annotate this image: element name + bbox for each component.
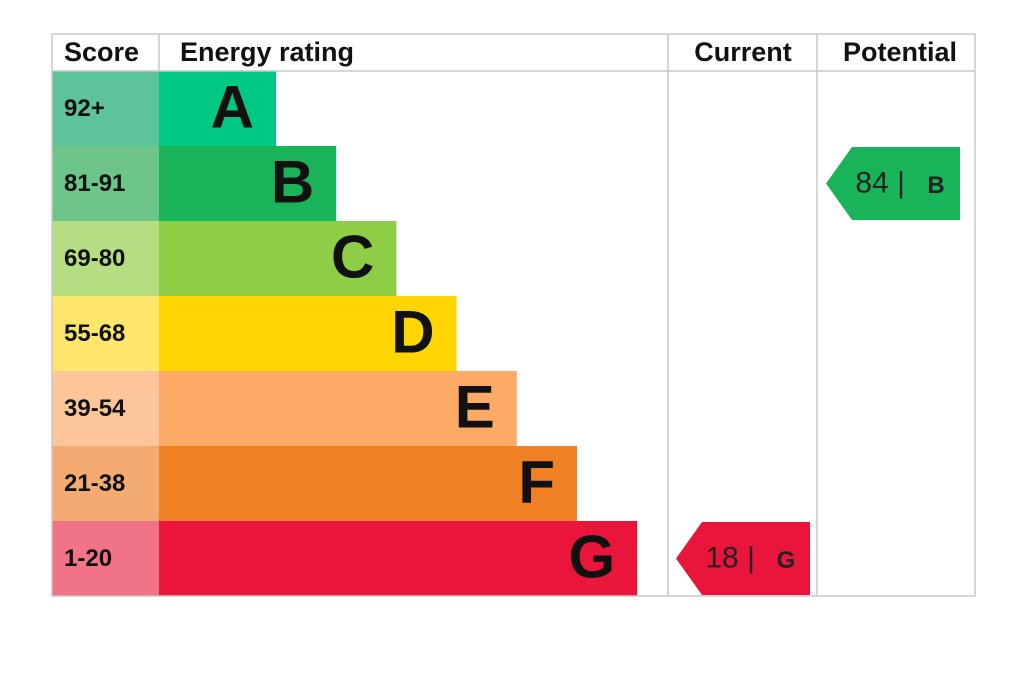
rating-letter: B (271, 148, 314, 215)
score-label: 69-80 (64, 245, 125, 272)
score-cell (52, 521, 159, 596)
score-label: 81-91 (64, 170, 125, 197)
score-label: 39-54 (64, 395, 126, 422)
current-separator: | (747, 541, 755, 574)
score-cell (52, 446, 159, 521)
score-cell (52, 71, 159, 146)
header-potential: Potential (843, 37, 957, 67)
rating-bar (159, 221, 397, 296)
rating-letter: F (518, 448, 555, 515)
header-rating: Energy rating (180, 37, 354, 67)
rating-letter: D (391, 298, 434, 365)
table-border (51, 33, 976, 597)
rating-bar (159, 71, 276, 146)
potential-band: B (927, 172, 944, 199)
header-score: Score (64, 37, 139, 67)
score-label: 55-68 (64, 320, 125, 347)
potential-arrow (826, 147, 960, 220)
rating-letter: C (331, 223, 374, 290)
score-label: 1-20 (64, 545, 112, 572)
rating-bar (159, 446, 577, 521)
rating-letter: G (569, 523, 616, 590)
current-arrow (676, 522, 810, 595)
score-cell (52, 146, 159, 221)
score-label: 21-38 (64, 470, 125, 497)
rating-bar (159, 371, 517, 446)
rating-bar (159, 521, 638, 596)
score-cell (52, 296, 159, 371)
potential-separator: | (897, 166, 905, 199)
rating-bar (159, 296, 457, 371)
current-band: G (777, 547, 796, 574)
rating-letter: A (211, 73, 254, 140)
current-score: 18 (705, 541, 738, 574)
score-cell (52, 371, 159, 446)
header-current: Current (694, 37, 792, 67)
rating-bar (159, 146, 337, 221)
score-cell (52, 221, 159, 296)
score-label: 92+ (64, 95, 105, 122)
rating-letter: E (455, 373, 495, 440)
potential-score: 84 (855, 166, 888, 199)
